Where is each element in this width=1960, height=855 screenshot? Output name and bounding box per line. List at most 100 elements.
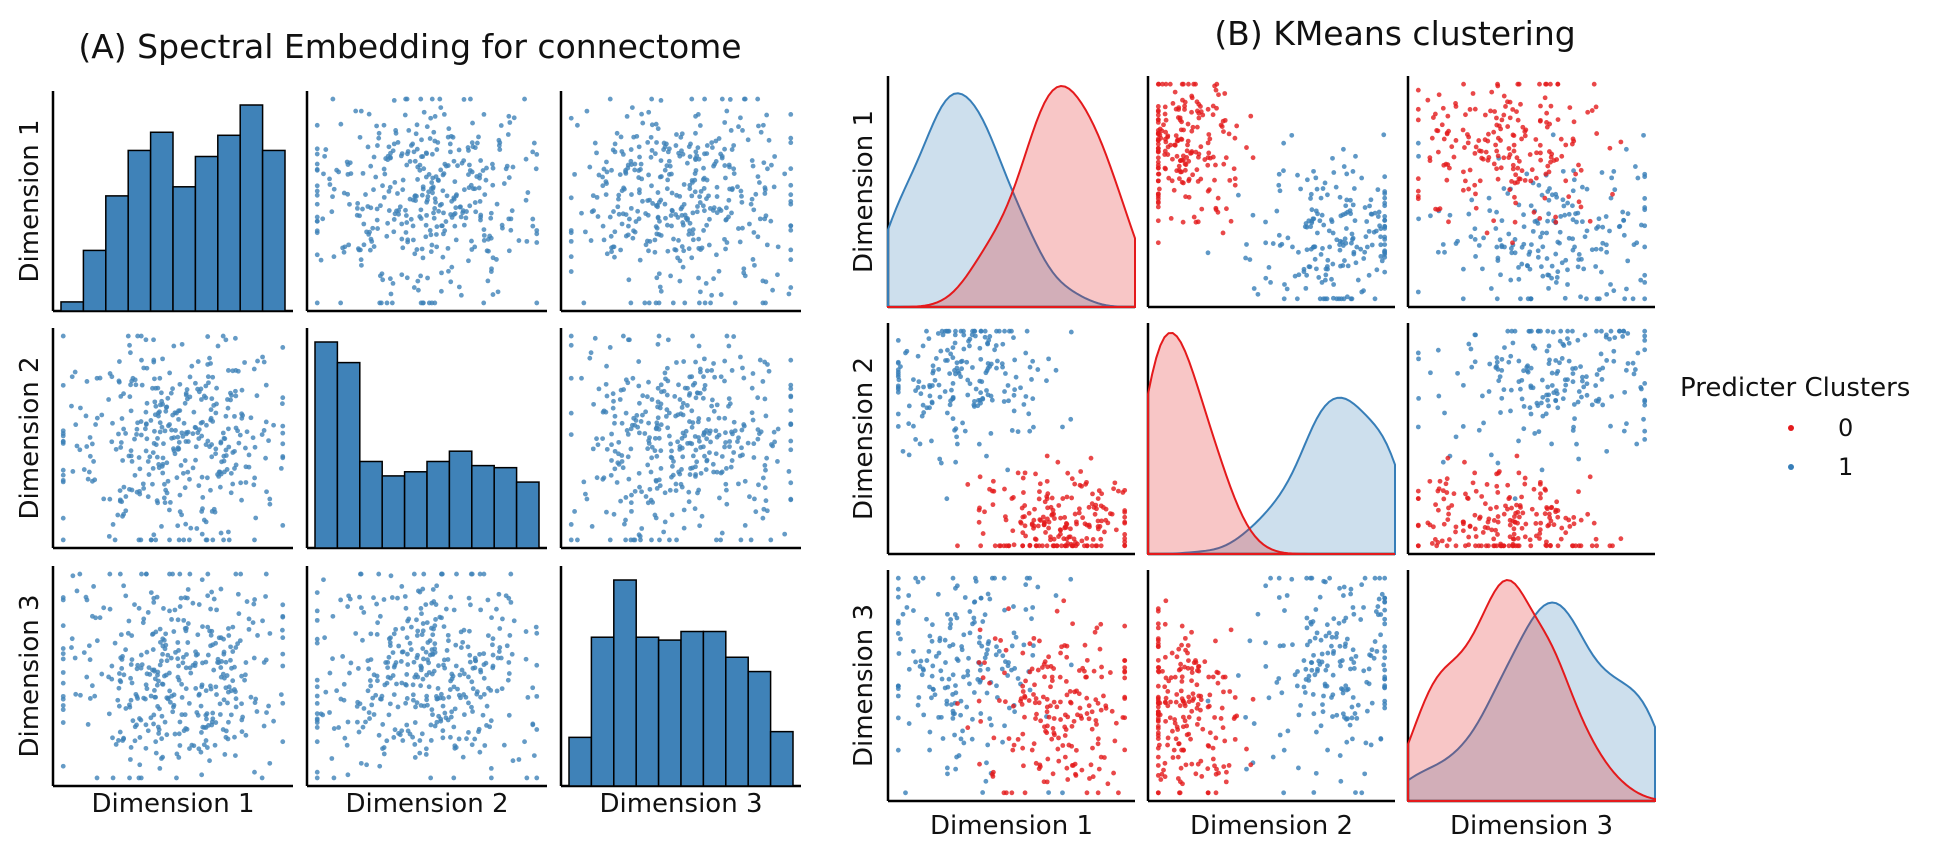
scatter-point bbox=[136, 605, 142, 611]
scatter-point bbox=[232, 687, 237, 692]
scatter-point bbox=[91, 459, 96, 464]
scatter-point bbox=[165, 652, 171, 658]
hist-bar bbox=[60, 301, 85, 312]
scatter-point bbox=[687, 374, 693, 380]
scatter-point bbox=[466, 700, 471, 706]
scatter-point-cluster-1 bbox=[1339, 658, 1345, 663]
scatter-point-cluster-0 bbox=[1182, 718, 1188, 724]
scatter-point bbox=[697, 289, 703, 295]
scatter-point bbox=[230, 481, 236, 487]
scatter-point bbox=[206, 722, 211, 728]
scatter-point bbox=[568, 537, 574, 543]
scatter-point bbox=[714, 537, 719, 543]
scatter-point bbox=[723, 466, 729, 471]
scatter-point-cluster-1 bbox=[929, 622, 935, 628]
scatter-point bbox=[663, 413, 669, 419]
scatter-point bbox=[740, 128, 745, 133]
scatter-point-cluster-1 bbox=[953, 426, 959, 432]
scatter-point bbox=[704, 222, 710, 228]
scatter-point-cluster-0 bbox=[1046, 714, 1052, 720]
scatter-point bbox=[358, 108, 364, 114]
scatter-point-cluster-1 bbox=[988, 431, 994, 436]
scatter-point-cluster-0 bbox=[1045, 756, 1051, 762]
scatter-point bbox=[190, 465, 196, 471]
scatter-point bbox=[739, 427, 745, 433]
scatter-point-cluster-1 bbox=[1304, 177, 1310, 183]
scatter-point bbox=[314, 300, 320, 306]
scatter-point bbox=[224, 467, 230, 472]
kde-cluster-1 bbox=[887, 92, 1136, 308]
scatter-point-cluster-0 bbox=[1093, 502, 1099, 508]
scatter-point bbox=[152, 687, 157, 693]
scatter-point bbox=[568, 410, 574, 416]
scatter-point-cluster-0 bbox=[1033, 760, 1039, 766]
scatter-point-cluster-0 bbox=[1163, 718, 1169, 724]
scatter-point bbox=[614, 480, 620, 485]
scatter-point-cluster-0 bbox=[1107, 670, 1113, 675]
scatter-point-cluster-1 bbox=[1570, 203, 1575, 209]
scatter-point-cluster-1 bbox=[996, 648, 1002, 654]
scatter-point bbox=[711, 276, 716, 282]
scatter-point bbox=[159, 523, 164, 529]
scatter-point-cluster-0 bbox=[1033, 543, 1039, 549]
scatter-point bbox=[663, 141, 669, 147]
scatter-point-cluster-1 bbox=[1382, 595, 1388, 601]
scatter-point bbox=[760, 122, 766, 128]
scatter-point bbox=[382, 682, 388, 688]
scatter-point bbox=[185, 469, 191, 475]
scatter-point bbox=[723, 205, 729, 211]
scatter-point-cluster-0 bbox=[1441, 521, 1447, 527]
scatter-point-cluster-0 bbox=[1186, 714, 1192, 720]
scatter-point bbox=[195, 632, 201, 638]
scatter-point-cluster-1 bbox=[1011, 335, 1016, 341]
scatter-point bbox=[719, 530, 725, 536]
scatter-point-cluster-1 bbox=[1616, 224, 1622, 230]
scatter-point-cluster-0 bbox=[1033, 696, 1039, 701]
scatter-point bbox=[711, 361, 716, 366]
scatter-point bbox=[81, 467, 87, 472]
scatter-point-cluster-1 bbox=[1350, 169, 1356, 174]
scatter-point bbox=[116, 738, 121, 743]
scatter-point bbox=[468, 96, 473, 102]
scatter-point-cluster-1 bbox=[1468, 346, 1474, 352]
scatter-point-cluster-1 bbox=[1641, 132, 1646, 138]
scatter-point bbox=[92, 693, 98, 699]
scatter-point bbox=[391, 217, 397, 222]
scatter-point bbox=[662, 370, 668, 376]
scatter-point-cluster-0 bbox=[1518, 101, 1523, 107]
scatter-point-cluster-0 bbox=[1186, 81, 1191, 87]
scatter-point-cluster-1 bbox=[1382, 200, 1388, 206]
scatter-point bbox=[314, 640, 320, 646]
scatter-point bbox=[590, 446, 596, 452]
scatter-point bbox=[399, 272, 405, 278]
scatter-point bbox=[498, 123, 504, 128]
scatter-point bbox=[420, 186, 426, 192]
scatter-point-cluster-0 bbox=[1538, 150, 1543, 156]
scatter-point bbox=[735, 439, 740, 444]
scatter-point bbox=[440, 188, 446, 194]
scatter-point-cluster-1 bbox=[950, 345, 956, 351]
scatter-point-cluster-0 bbox=[1049, 674, 1055, 680]
scatter-point-cluster-0 bbox=[1205, 140, 1211, 146]
scatter-point-cluster-1 bbox=[933, 653, 939, 659]
scatter-point-cluster-1 bbox=[1558, 328, 1564, 334]
scatter-point bbox=[770, 287, 776, 293]
scatter-point-cluster-1 bbox=[1603, 242, 1609, 248]
scatter-point bbox=[693, 472, 698, 477]
scatter-point bbox=[415, 628, 421, 634]
scatter-point bbox=[786, 469, 792, 474]
scatter-point-cluster-1 bbox=[1497, 374, 1503, 380]
scatter-point bbox=[233, 388, 238, 394]
scatter-point bbox=[137, 491, 143, 497]
scatter-point bbox=[533, 166, 539, 172]
scatter-point-cluster-1 bbox=[1325, 257, 1331, 263]
panel-b-cell-2-2 bbox=[1406, 570, 1656, 803]
scatter-point-cluster-1 bbox=[944, 701, 950, 707]
scatter-point-cluster-0 bbox=[1555, 514, 1561, 520]
scatter-point bbox=[375, 678, 380, 684]
scatter-point-cluster-0 bbox=[1095, 700, 1101, 706]
scatter-point bbox=[444, 193, 450, 199]
scatter-point bbox=[782, 171, 788, 177]
scatter-point-cluster-1 bbox=[1416, 396, 1422, 401]
scatter-point bbox=[682, 385, 688, 391]
